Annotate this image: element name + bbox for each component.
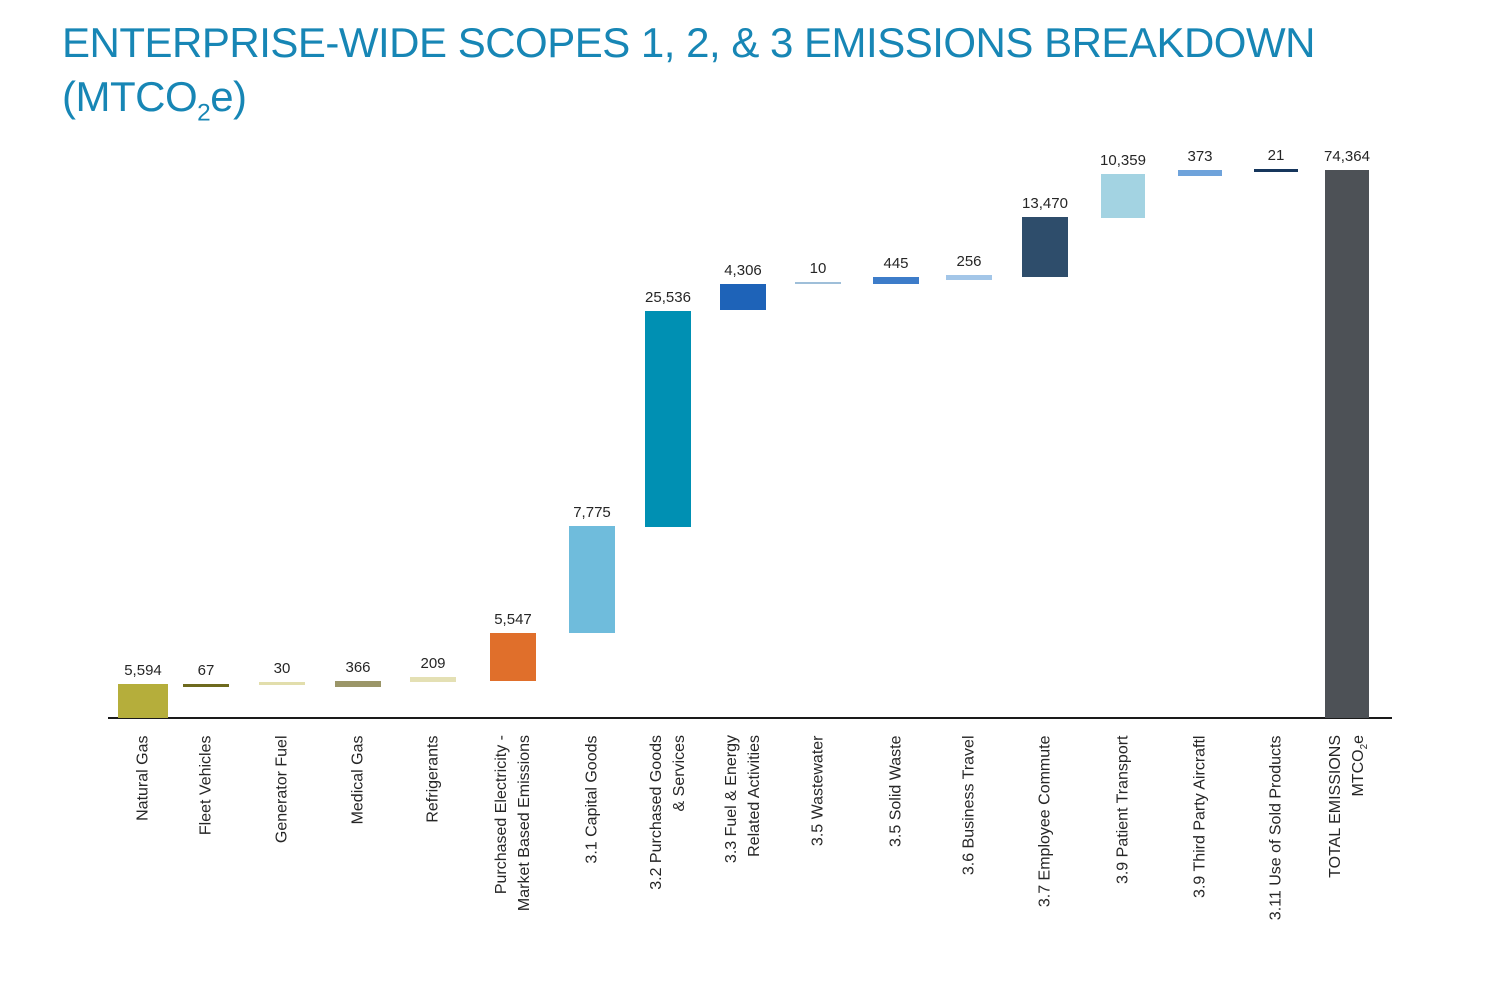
x-axis-label-fleet-vehicles: Fleet Vehicles	[197, 735, 215, 835]
x-axis-label-3-5-solid-waste: 3.5 Solid Waste	[887, 735, 905, 847]
value-label-3-5-wastewater: 10	[809, 260, 827, 277]
value-label-3-9-third-party-aircraftl: 373	[1187, 148, 1213, 165]
x-axis-label-3-1-capital-goods: 3.1 Capital Goods	[583, 735, 601, 864]
x-axis-label-3-11-use-of-sold-products: 3.11 Use of Sold Products	[1267, 735, 1285, 920]
bar-3-7-employee-commute	[1022, 217, 1068, 277]
value-label-3-2-purchased-goods-services: 25,536	[645, 289, 691, 306]
x-axis-label-purchased-electricity-market-based-emissions: Purchased Electricity - Market Based Emis…	[493, 735, 533, 912]
value-label-3-1-capital-goods: 7,775	[573, 504, 611, 521]
x-axis-label-3-6-business-travel: 3.6 Business Travel	[960, 735, 978, 875]
value-label-3-11-use-of-sold-products: 21	[1267, 147, 1285, 164]
x-axis-label-generator-fuel: Generator Fuel	[273, 735, 291, 843]
value-label-total-emissions-mtco2e: 74,364	[1324, 148, 1370, 165]
x-axis-label-3-3-fuel-energy-related-activities: 3.3 Fuel & Energy Related Activities	[723, 735, 763, 864]
value-label-natural-gas: 5,594	[124, 662, 162, 679]
x-axis-label-3-9-patient-transport: 3.9 Patient Transport	[1114, 735, 1132, 884]
bar-3-6-business-travel	[946, 275, 992, 280]
value-label-3-5-solid-waste: 445	[883, 255, 909, 272]
x-axis-label-refrigerants: Refrigerants	[424, 735, 442, 823]
bar-fleet-vehicles	[183, 684, 229, 687]
chart-title: ENTERPRISE-WIDE SCOPES 1, 2, & 3 EMISSIO…	[62, 16, 1422, 140]
chart-title-line2-subscript: 2	[197, 99, 211, 127]
bar-3-9-patient-transport	[1101, 174, 1145, 218]
bar-3-3-fuel-energy-related-activities	[720, 284, 766, 310]
chart-title-line2: (MTCO2e)	[62, 70, 1422, 140]
bar-refrigerants	[410, 677, 456, 682]
value-label-generator-fuel: 30	[273, 660, 291, 677]
value-label-fleet-vehicles: 67	[197, 662, 215, 679]
bar-3-5-wastewater	[795, 282, 841, 284]
value-label-3-9-patient-transport: 10,359	[1100, 152, 1146, 169]
x-axis-label-3-2-purchased-goods-services: 3.2 Purchased Goods & Services	[648, 735, 688, 890]
value-label-3-3-fuel-energy-related-activities: 4,306	[724, 262, 762, 279]
value-label-refrigerants: 209	[420, 655, 446, 672]
chart-title-line1: ENTERPRISE-WIDE SCOPES 1, 2, & 3 EMISSIO…	[62, 19, 1315, 66]
value-label-3-7-employee-commute: 13,470	[1022, 195, 1068, 212]
x-axis-label-natural-gas: Natural Gas	[134, 735, 152, 821]
value-label-medical-gas: 366	[345, 659, 371, 676]
x-axis-label-medical-gas: Medical Gas	[349, 735, 367, 824]
bar-purchased-electricity-market-based-emissions	[490, 633, 536, 681]
bar-3-1-capital-goods	[569, 526, 615, 633]
bar-generator-fuel	[259, 682, 305, 685]
bar-3-11-use-of-sold-products	[1254, 169, 1298, 172]
bar-3-2-purchased-goods-services	[645, 311, 691, 527]
bar-total-emissions-mtco2e	[1325, 170, 1369, 718]
value-label-3-6-business-travel: 256	[956, 253, 982, 270]
x-axis-label-3-7-employee-commute: 3.7 Employee Commute	[1036, 735, 1054, 907]
bar-medical-gas	[335, 681, 381, 687]
bar-3-5-solid-waste	[873, 277, 919, 284]
x-axis-line	[108, 717, 1392, 719]
x-axis-label-3-9-third-party-aircraftl: 3.9 Third Party Aircraftl	[1191, 735, 1209, 898]
chart-title-line2-suffix: e)	[210, 73, 247, 120]
chart-title-line2-prefix: (MTCO	[62, 73, 198, 120]
bar-3-9-third-party-aircraftl	[1178, 170, 1222, 176]
x-axis-label-total-emissions-mtco2e: TOTAL EMISSIONS MTCO2e	[1327, 735, 1371, 878]
bar-natural-gas	[118, 684, 168, 718]
value-label-purchased-electricity-market-based-emissions: 5,547	[494, 611, 532, 628]
x-axis-label-3-5-wastewater: 3.5 Wastewater	[809, 735, 827, 846]
